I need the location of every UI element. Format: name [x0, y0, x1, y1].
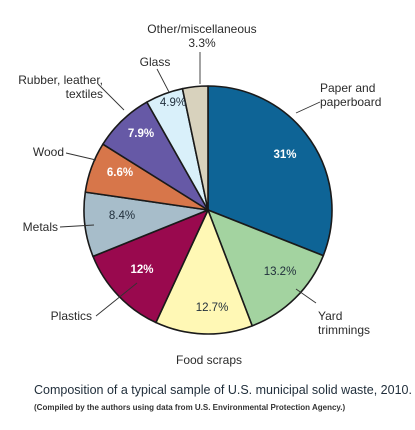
figure-source-note: (Compiled by the authors using data from… [34, 403, 346, 412]
pie-category-label-rubber-leather-textiles: Rubber, leather, textiles [18, 73, 103, 101]
leader-lines [59, 52, 321, 317]
pie-category-label-other-miscellaneous: Other/miscellaneous 3.3% [147, 22, 256, 50]
pie-category-label-metals: Metals [23, 220, 58, 234]
leader-line-metals [59, 224, 95, 228]
leader-line-rubber-leather-textiles [97, 83, 125, 111]
leader-line-yard-trimmings [295, 288, 317, 304]
pie-value-label-yard-trimmings: 13.2% [264, 266, 297, 278]
pie-category-label-glass: Glass [140, 55, 171, 69]
pie-category-label-plastics: Plastics [51, 309, 92, 323]
pie-category-label-food-scraps: Food scraps [176, 353, 242, 367]
pie-value-label-paper-and-paperboard: 31% [273, 149, 296, 161]
pie-value-label-metals: 8.4% [109, 210, 135, 222]
pie-category-label-yard-trimmings: Yard trimmings [318, 309, 370, 337]
pie-slice-other-miscellaneous [181, 85, 209, 211]
pie-slice-yard-trimmings [207, 209, 325, 327]
pie-slices [83, 85, 333, 335]
pie-category-label-wood: Wood [33, 145, 64, 159]
pie-slice-paper-and-paperboard [207, 85, 333, 257]
pie-slice-food-scraps [155, 209, 253, 335]
pie-value-label-plastics: 12% [130, 264, 153, 276]
leader-line-plastics [95, 282, 138, 317]
pie-value-label-rubber-leather-textiles: 7.9% [128, 128, 154, 140]
leader-line-glass [156, 68, 170, 93]
leader-line-wood [65, 152, 97, 161]
category-labels: Paper and paperboard Yard trimmings Food scr… [18, 22, 381, 367]
figure-caption: Composition of a typical sample of U.S. … [34, 383, 412, 397]
pie-value-label-food-scraps: 12.7% [196, 302, 229, 314]
pie-value-label-glass: 4.9% [160, 97, 186, 109]
pie-category-label-paper-and-paperboard: Paper and paperboard [320, 81, 381, 109]
pie-value-label-wood: 6.6% [107, 167, 133, 179]
pie-slice-plastics [92, 209, 209, 324]
percent-labels: 31% 13.2% 12.7% 12% 8.4% 6.6% 7.9% 4.9% [107, 97, 297, 314]
leader-line-paper-and-paperboard [295, 101, 321, 114]
